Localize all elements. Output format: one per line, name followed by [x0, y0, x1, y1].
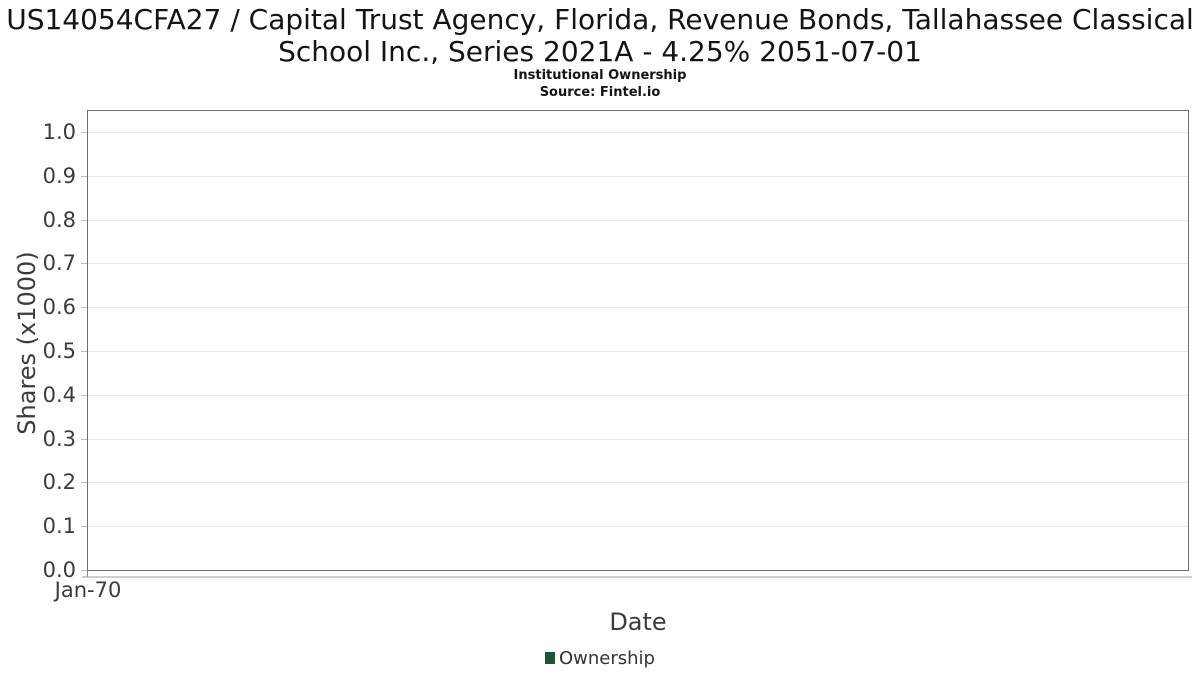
y-axis-title: Shares (x1000) — [13, 251, 41, 435]
y-tick-label: 0.8 — [42, 208, 76, 232]
legend: Ownership — [0, 646, 1200, 670]
gridline — [88, 132, 1188, 133]
gridline — [88, 351, 1188, 352]
x-tick-label: Jan-70 — [54, 578, 122, 602]
gridline — [88, 526, 1188, 527]
legend-swatch-ownership — [545, 652, 555, 664]
gridline — [88, 220, 1188, 221]
gridline — [88, 176, 1188, 177]
y-tick-label: 0.1 — [42, 514, 76, 538]
gridline — [88, 307, 1188, 308]
chart-subtitle: Institutional Ownership — [513, 68, 687, 83]
gridline — [88, 482, 1188, 483]
y-tick-label: 0.9 — [42, 164, 76, 188]
x-axis-title: Date — [609, 608, 667, 636]
y-tick-label: 1.0 — [42, 120, 76, 144]
chart-title: US14054CFA27 / Capital Trust Agency, Flo… — [6, 3, 1194, 68]
y-tick-label: 0.2 — [42, 470, 76, 494]
x-tick-mark — [87, 571, 88, 577]
gridline — [88, 263, 1188, 264]
plot-area — [87, 110, 1189, 571]
chart-source-credit: Source: Fintel.io — [539, 85, 661, 100]
gridline — [88, 439, 1188, 440]
legend-label-ownership: Ownership — [559, 647, 655, 669]
gridline — [88, 395, 1188, 396]
x-axis-line — [82, 576, 1192, 578]
